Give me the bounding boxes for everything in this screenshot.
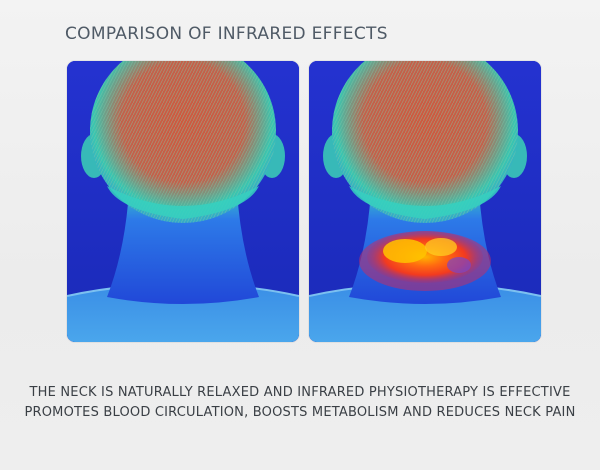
page-title: COMPARISON OF INFRARED EFFECTS	[65, 24, 388, 44]
thermal-neck-before-graphic	[67, 61, 299, 342]
thermal-image-before	[67, 61, 299, 342]
caption-line-2: PROMOTES BLOOD CIRCULATION, BOOSTS METAB…	[24, 405, 576, 420]
thermal-image-after	[309, 61, 541, 342]
thermal-neck-after-graphic	[309, 61, 541, 342]
caption-line-1: THE NECK IS NATURALLY RELAXED AND INFRAR…	[29, 385, 571, 400]
